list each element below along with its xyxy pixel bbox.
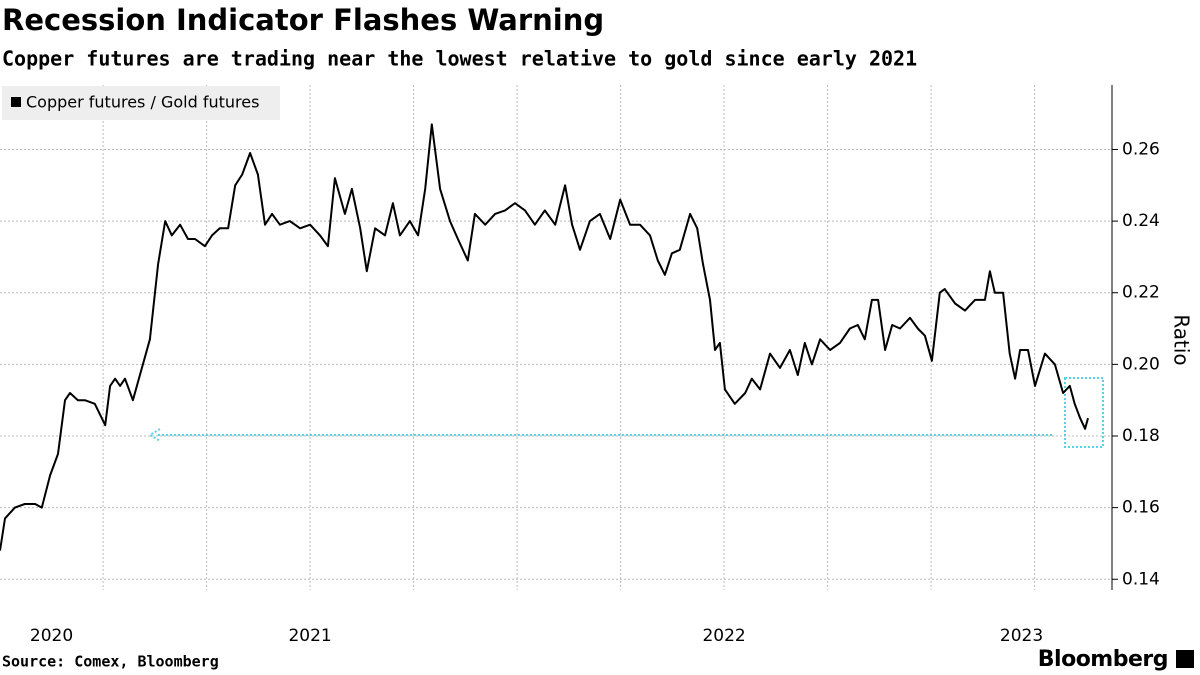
y-tick-label: 0.22	[1122, 283, 1160, 303]
x-tick-label: 2021	[288, 626, 331, 646]
y-tick-label: 0.14	[1122, 569, 1160, 589]
x-tick-label: 2022	[702, 626, 745, 646]
chart-subtitle: Copper futures are trading near the lowe…	[2, 47, 917, 71]
x-tick-label: 2023	[1000, 626, 1043, 646]
y-tick-label: 0.26	[1122, 139, 1160, 159]
y-axis-label: Ratio	[1170, 314, 1194, 365]
annotation-box	[1064, 377, 1104, 448]
source: Source: Comex, Bloomberg	[2, 653, 219, 671]
x-tick-label: 2020	[30, 626, 73, 646]
y-tick-label: 0.18	[1122, 426, 1160, 446]
chart-title: Recession Indicator Flashes Warning	[2, 3, 604, 37]
y-tick-label: 0.20	[1122, 354, 1160, 374]
legend-box	[2, 86, 280, 120]
y-tick-label: 0.16	[1122, 498, 1160, 518]
legend-swatch	[11, 97, 21, 107]
y-tick-label: 0.24	[1122, 211, 1160, 231]
brand: Bloomberg	[1038, 647, 1168, 672]
brand-icon	[1176, 650, 1194, 668]
grid	[0, 85, 1112, 590]
legend-label: Copper futures / Gold futures	[26, 93, 259, 112]
line	[0, 123, 1089, 551]
